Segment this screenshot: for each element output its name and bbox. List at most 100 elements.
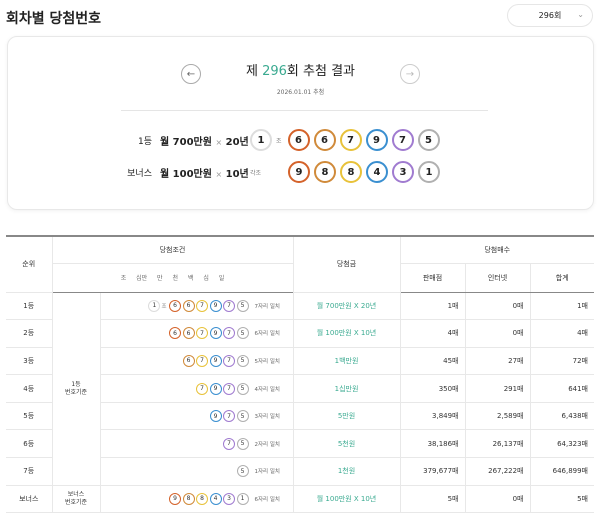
- prize-cell: 월 100만원 X 10년: [292, 319, 401, 348]
- match-label: 6자리 일치: [254, 496, 281, 503]
- number-ball: 5: [417, 129, 440, 151]
- number-ball: 3: [223, 492, 235, 505]
- prev-round-button[interactable]: ←: [181, 64, 201, 84]
- number-ball: 4: [209, 492, 222, 505]
- table-row: 5등 9 7 5 3자리 일치 5만원 3,849매 2,589매 6,438매: [6, 401, 594, 431]
- number-ball: 6: [287, 129, 310, 151]
- number-ball: 5: [236, 437, 249, 450]
- number-ball: 7: [223, 354, 235, 367]
- number-ball: 8: [340, 161, 362, 183]
- prize-cell: 5천원: [292, 429, 401, 459]
- number-ball: 8: [196, 492, 208, 505]
- internet-count-cell: 2,589매: [464, 401, 531, 431]
- match-label: 6자리 일치: [254, 331, 281, 338]
- total-count-cell: 64,323매: [529, 429, 594, 459]
- number-ball: 9: [169, 492, 181, 505]
- number-ball: 5: [236, 465, 249, 478]
- draw-title: 제 296회 추첨 결과: [246, 64, 355, 79]
- number-ball: 7: [196, 327, 208, 340]
- condition-cell: 9 7 5 3자리 일치: [99, 401, 294, 431]
- internet-count-cell: 267,222매: [464, 457, 531, 486]
- number-ball: 7: [223, 327, 235, 340]
- prize-table: 순위 당첨조건 당첨금 당첨매수 조 십만 만 천 백 십 일 판매점 인터넷 합계 1등 1…: [6, 235, 594, 514]
- number-ball: 1: [418, 161, 440, 183]
- rank-cell: 5등: [6, 401, 53, 431]
- number-ball: 7: [223, 382, 235, 395]
- table-row: 4등 7 9 7 5 4자리 일치 1십만원 350매 291매 641매: [6, 374, 594, 403]
- number-ball: 7: [391, 129, 414, 151]
- store-count-cell: 379,677매: [399, 457, 466, 486]
- internet-count-cell: 0매: [464, 291, 531, 321]
- number-ball: 5: [236, 299, 249, 312]
- number-ball: 6: [169, 327, 181, 340]
- arrow-right-icon: →: [405, 68, 415, 80]
- prize-cell: 5만원: [292, 401, 401, 431]
- match-label: 1자리 일치: [254, 469, 281, 476]
- prize-cell: 1십만원: [292, 374, 401, 403]
- number-ball: 8: [182, 492, 195, 505]
- rank-cell: 6등: [6, 429, 53, 459]
- number-ball: 6: [182, 354, 195, 367]
- next-round-button[interactable]: →: [400, 64, 420, 84]
- condition-cell: 5 1자리 일치: [99, 457, 294, 486]
- number-ball: 4: [366, 161, 388, 183]
- store-count-cell: 350매: [399, 374, 466, 403]
- group-bonus-cell: 보너스 번호기준: [51, 484, 101, 514]
- rank-cell: 3등: [6, 346, 53, 376]
- table-row: 7등 5 1자리 일치 1천원 379,677매 267,222매 646,899매: [6, 457, 594, 486]
- number-ball: 9: [209, 382, 222, 395]
- number-ball: 9: [365, 129, 388, 151]
- total-count-cell: 641매: [529, 374, 594, 403]
- table-row: 3등 6 7 9 7 5 5자리 일치 1백만원 45매 27매 72매: [6, 346, 594, 376]
- internet-count-cell: 291매: [464, 374, 531, 403]
- draw-date: 2026.01.01 추첨: [276, 89, 325, 96]
- number-ball: 3: [392, 161, 414, 183]
- total-count-cell: 5매: [529, 484, 594, 514]
- number-ball: 9: [209, 299, 222, 312]
- number-ball: 6: [313, 129, 336, 151]
- number-ball: 8: [314, 161, 336, 183]
- prize-cell: 월 700만원 X 20년: [292, 291, 401, 321]
- round-select-value: 296회: [538, 11, 562, 20]
- condition-cell: 6 6 7 9 7 5 6자리 일치: [99, 319, 294, 348]
- internet-count-cell: 0매: [464, 319, 531, 348]
- rank-cell: 4등: [6, 374, 53, 403]
- store-count-cell: 45매: [399, 346, 466, 376]
- condition-cell: 1 조 6 6 7 9 7 5 7자리 일치: [99, 291, 294, 321]
- number-ball: 7: [223, 437, 235, 450]
- number-ball: 9: [209, 410, 222, 423]
- rank-cell: 7등: [6, 457, 53, 486]
- number-ball: 1: [236, 492, 249, 505]
- draw-result-card: ← → 제 296회 추첨 결과 2026.01.01 추첨 1등 월 700만…: [7, 36, 594, 210]
- condition-cell: 7 5 2자리 일치: [99, 429, 294, 459]
- arrow-left-icon: ←: [186, 68, 196, 80]
- number-ball: 7: [223, 410, 235, 423]
- jo-ball: 1: [148, 299, 161, 312]
- prize-cell: 월 100만원 X 10년: [292, 484, 401, 514]
- number-ball: 9: [209, 354, 222, 367]
- total-count-cell: 646,899매: [529, 457, 594, 486]
- number-ball: 9: [288, 161, 310, 183]
- total-count-cell: 1매: [529, 291, 594, 321]
- rank-cell: 2등: [6, 319, 53, 348]
- internet-count-cell: 27매: [464, 346, 531, 376]
- number-ball: 5: [236, 410, 249, 423]
- match-label: 3자리 일치: [254, 414, 281, 421]
- match-label: 4자리 일치: [254, 386, 281, 393]
- store-count-cell: 38,186매: [399, 429, 466, 459]
- store-count-cell: 5매: [399, 484, 466, 514]
- rank-cell: 보너스: [6, 484, 53, 514]
- condition-cell: 9 8 8 4 3 1 6자리 일치: [99, 484, 294, 514]
- number-ball: 6: [182, 299, 195, 312]
- round-select[interactable]: 296회 ⌄: [507, 4, 593, 27]
- table-row: 1등 1등 번호기준 1 조 6 6 7 9 7 5 7자리 일치 월 700만원 X 20년 1매 0매…: [6, 291, 594, 486]
- number-ball: 7: [196, 382, 208, 395]
- match-label: 7자리 일치: [254, 303, 281, 310]
